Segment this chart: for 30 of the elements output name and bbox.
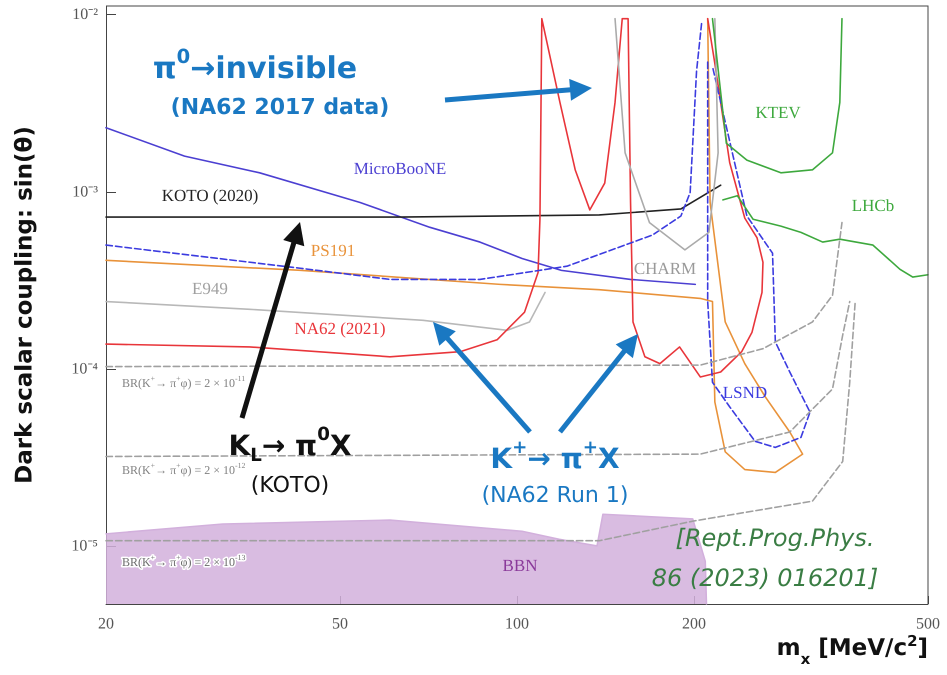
annotation: BR(K$^{+}$→ π$^{+}$φ) = 2 × 10$^{-11}$: [122, 374, 246, 390]
annotation: CHARM: [634, 258, 696, 278]
annotation: BBN: [502, 556, 538, 574]
annotation: (KOTO): [250, 472, 330, 498]
x-axis-title: m$_{x}$ [MeV/c$^{2}$]: [776, 632, 928, 668]
annotation: MicroBooNE: [354, 158, 446, 178]
annotation: KTEV: [755, 102, 802, 122]
y-tick-label: 10⁻²: [72, 6, 98, 24]
y-tick-label: 10⁻³: [72, 183, 98, 200]
x-tick-label: 500: [916, 616, 940, 632]
x-tick-label: 20: [98, 616, 114, 632]
x-tick-label: 100: [505, 616, 529, 632]
annotation: BR(K$^{+}$→ π$^{+}$φ) = 2 × 10$^{-13}$: [122, 553, 246, 569]
annotation: LHCb: [852, 196, 894, 214]
annotation: PS191: [310, 240, 356, 260]
x-tick-label: 50: [332, 616, 348, 632]
annotation: KOTO (2020): [162, 186, 258, 204]
annotation: NA62 (2021): [294, 318, 386, 338]
x-tick-label: 200: [682, 616, 706, 632]
annotation: BR(K$^{+}$→ π$^{+}$φ) = 2 × 10$^{-12}$: [122, 461, 246, 477]
y-axis-title: Dark scalar coupling: sin(θ): [12, 126, 38, 484]
annotation: E949: [192, 278, 228, 298]
annotation: (NA62 2017 data): [170, 94, 390, 120]
y-tick-label: 10⁻⁴: [71, 360, 98, 378]
annotation: (NA62 Run 1): [482, 482, 628, 508]
annotation: [Rept.Prog.Phys.: [676, 524, 874, 552]
annotation: π$^{0}$→invisible: [152, 45, 358, 86]
y-tick-label: 10⁻⁵: [71, 537, 98, 554]
annotation: K$^{+}$→ π$^{+}$X: [490, 437, 620, 474]
annotation: 86 (2023) 016201]: [652, 564, 878, 592]
